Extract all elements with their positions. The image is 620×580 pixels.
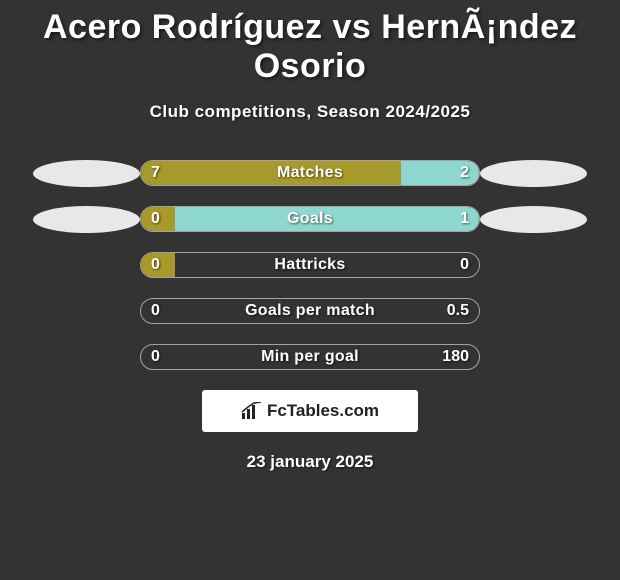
stat-row: 0 Hattricks 0 [0, 252, 620, 278]
stat-row: 7 Matches 2 [0, 160, 620, 186]
player-avatar-left [33, 206, 140, 233]
stat-bar: 0 Hattricks 0 [140, 252, 480, 278]
stats-block: 7 Matches 2 0 Goals 1 [0, 160, 620, 370]
stat-row: 0 Goals 1 [0, 206, 620, 232]
player-avatar-right [480, 206, 587, 233]
stat-row: 0 Min per goal 180 [0, 344, 620, 370]
avatar-slot-right [480, 160, 587, 187]
stat-value-right: 180 [442, 348, 469, 366]
date-text: 23 january 2025 [0, 452, 620, 472]
stat-value-right: 0 [460, 256, 469, 274]
avatar-slot-right [480, 206, 587, 233]
stat-bar: 0 Min per goal 180 [140, 344, 480, 370]
stat-value-right: 2 [460, 164, 469, 182]
stat-label: Matches [141, 164, 479, 182]
chart-icon [241, 402, 263, 420]
stat-label: Hattricks [141, 256, 479, 274]
player-avatar-left [33, 160, 140, 187]
stat-value-right: 1 [460, 210, 469, 228]
stat-bar: 0 Goals per match 0.5 [140, 298, 480, 324]
comparison-card: Acero Rodríguez vs HernÃ¡ndez Osorio Clu… [0, 0, 620, 580]
stat-label: Min per goal [141, 348, 479, 366]
page-title: Acero Rodríguez vs HernÃ¡ndez Osorio [0, 0, 620, 86]
subtitle: Club competitions, Season 2024/2025 [0, 102, 620, 122]
fctables-logo[interactable]: FcTables.com [202, 390, 418, 432]
stat-row: 0 Goals per match 0.5 [0, 298, 620, 324]
avatar-slot-left [33, 206, 140, 233]
logo-text: FcTables.com [267, 401, 379, 421]
stat-bar: 0 Goals 1 [140, 206, 480, 232]
stat-value-right: 0.5 [447, 302, 469, 320]
player-avatar-right [480, 160, 587, 187]
avatar-slot-left [33, 160, 140, 187]
stat-label: Goals per match [141, 302, 479, 320]
stat-bar: 7 Matches 2 [140, 160, 480, 186]
stat-label: Goals [141, 210, 479, 228]
